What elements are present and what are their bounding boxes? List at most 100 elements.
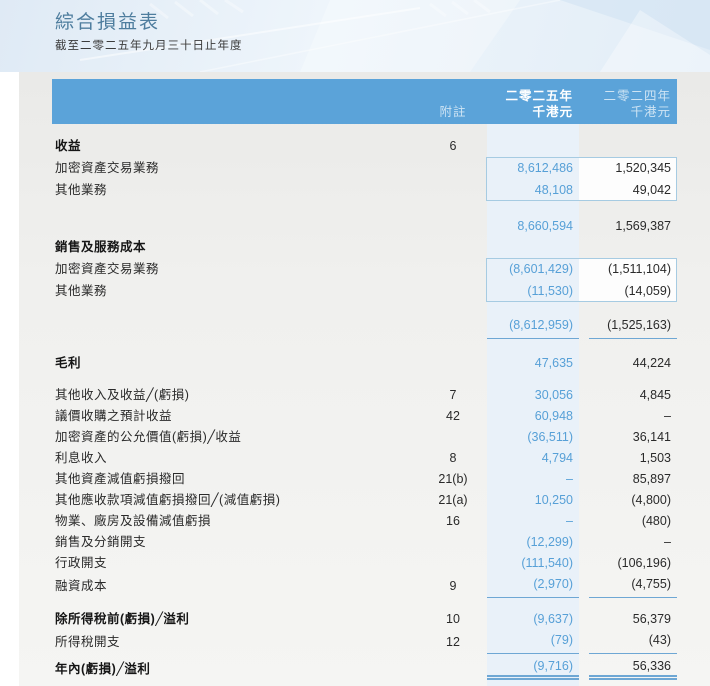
value-2024: [589, 136, 677, 157]
row-note: 12: [446, 634, 460, 649]
row-label: 融資成本: [55, 578, 108, 593]
table-row: 其他應收款項減值虧損撥回╱(減值虧損) 21(a) 10,250 (4,800): [52, 490, 677, 511]
table-row: 融資成本 9 (2,970) (4,755): [52, 574, 677, 598]
spacer: [579, 448, 589, 469]
value-2025: 30,056: [534, 388, 573, 403]
value-2024: 85,897: [632, 472, 671, 487]
table-row: 8,660,594 1,569,387: [52, 216, 677, 237]
row-label: 銷售及服務成本: [55, 240, 147, 255]
value-2025: 10,250: [534, 493, 573, 508]
table-row: 其他收入及收益╱(虧損) 7 30,056 4,845: [52, 385, 677, 406]
value-2025: [487, 237, 579, 258]
page-title: 綜合損益表: [55, 12, 161, 33]
spacer: [579, 658, 589, 680]
row-label: 所得稅開支: [55, 634, 121, 649]
row-note: [424, 658, 482, 680]
value-2025: 8,612,486: [517, 160, 573, 175]
value-2024: –: [664, 409, 671, 424]
table-row: 毛利 47,635 44,224: [52, 353, 677, 374]
decor-banner: [0, 0, 710, 72]
header-unit-2024: 千港元: [630, 104, 671, 119]
spacer: [579, 353, 589, 374]
row-note: [424, 216, 482, 237]
spacer: [579, 179, 589, 201]
spacer: [579, 469, 589, 490]
row-label: 其他收入及收益╱(虧損): [55, 388, 190, 403]
group-box-cost: [486, 258, 677, 302]
spacer: [579, 532, 589, 553]
row-note: 9: [449, 578, 457, 593]
row-label: 加密資產交易業務: [55, 261, 160, 276]
value-2025: 60,948: [534, 409, 573, 424]
spacer: [579, 553, 589, 574]
value-2024: (14,059): [624, 283, 671, 298]
row-note: [424, 427, 482, 448]
table-row: (8,612,959) (1,525,163): [52, 315, 677, 339]
page-subtitle: 截至二零二五年九月三十日止年度: [55, 40, 243, 52]
spacer: [579, 136, 589, 157]
spacer: [579, 157, 589, 179]
table-row: 其他資產減值虧損撥回 21(b) – 85,897: [52, 469, 677, 490]
value-2025: (12,299): [526, 535, 573, 550]
value-2024: 56,336: [589, 658, 677, 680]
value-2025: 48,108: [534, 182, 573, 197]
table-row: 行政開支 (111,540) (106,196): [52, 553, 677, 574]
value-2024: (480): [641, 514, 671, 529]
row-label: 其他業務: [55, 283, 108, 298]
value-2025: (9,716): [487, 658, 579, 680]
value-2025: [487, 136, 579, 157]
column-strip-2025: [487, 124, 579, 686]
value-2024: (4,800): [631, 493, 671, 508]
table-row: 加密資產的公允價值(虧損)╱收益 (36,511) 36,141: [52, 427, 677, 448]
row-note: 21(b): [438, 472, 468, 487]
row-note: [424, 532, 482, 553]
row-note: [424, 353, 482, 374]
row-label: 其他業務: [55, 182, 108, 197]
value-2024: 1,520,345: [615, 160, 671, 175]
statement-body: 二零二五年 二零二四年 附註 千港元 千港元 收益 6 加密資產交易業務 8,612,…: [19, 72, 710, 686]
row-note: [424, 258, 482, 280]
table-row: 收益 6: [52, 136, 677, 157]
spacer: [579, 609, 589, 630]
row-note: 6: [449, 139, 457, 154]
value-2024: (1,511,104): [607, 261, 671, 276]
header-year-2024: 二零二四年: [603, 88, 671, 103]
table-row: 議價收購之預計收益 42 60,948 –: [52, 406, 677, 427]
group-box-revenue: [486, 157, 677, 201]
value-2024: 49,042: [632, 182, 671, 197]
header-year-2025: 二零二五年: [505, 88, 573, 103]
spacer: [579, 216, 589, 237]
value-2025: (79): [487, 630, 579, 654]
row-note: [424, 237, 482, 258]
row-label: 加密資產的公允價值(虧損)╱收益: [55, 430, 242, 445]
row-label: 收益: [55, 139, 82, 154]
row-note: 10: [446, 612, 460, 627]
value-2024: (43): [589, 630, 677, 654]
row-label: 除所得稅前(虧損)╱溢利: [55, 612, 190, 627]
row-note: 16: [446, 514, 460, 529]
spacer: [579, 574, 589, 598]
row-note: [424, 280, 482, 302]
table-row: 加密資產交易業務 8,612,486 1,520,345: [52, 157, 677, 179]
table-row: 加密資產交易業務 (8,601,429) (1,511,104): [52, 258, 677, 280]
header-note: 附註: [439, 104, 467, 119]
value-2025: (8,601,429): [509, 261, 573, 276]
spacer: [579, 427, 589, 448]
value-2024: 36,141: [632, 430, 671, 445]
value-2024: 56,379: [632, 612, 671, 627]
spacer: [579, 237, 589, 258]
value-2024: 1,503: [639, 451, 671, 466]
row-label: [52, 216, 424, 237]
row-label: 其他資產減值虧損撥回: [55, 472, 186, 487]
table-row: 利息收入 8 4,794 1,503: [52, 448, 677, 469]
table-row: 其他業務 48,108 49,042: [52, 179, 677, 201]
row-note: [424, 553, 482, 574]
row-note: 42: [446, 409, 460, 424]
value-2024: 44,224: [632, 356, 671, 371]
row-label: 物業、廠房及設備減值虧損: [55, 514, 212, 529]
value-2024: (4,755): [589, 574, 677, 598]
table-row: 銷售及分銷開支 (12,299) –: [52, 532, 677, 553]
value-2025: (8,612,959): [487, 315, 579, 339]
row-note: [424, 315, 482, 339]
row-label: [52, 315, 424, 339]
